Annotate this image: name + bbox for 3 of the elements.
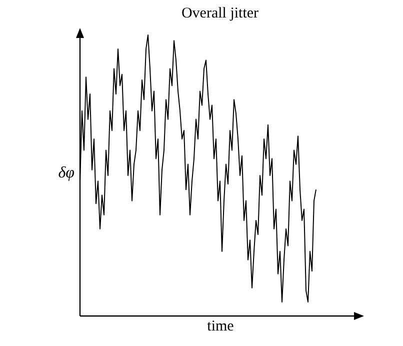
x-axis-title: time bbox=[207, 318, 234, 334]
y-axis-title: δφ bbox=[58, 164, 75, 182]
chart-title: Overall jitter bbox=[181, 6, 259, 22]
